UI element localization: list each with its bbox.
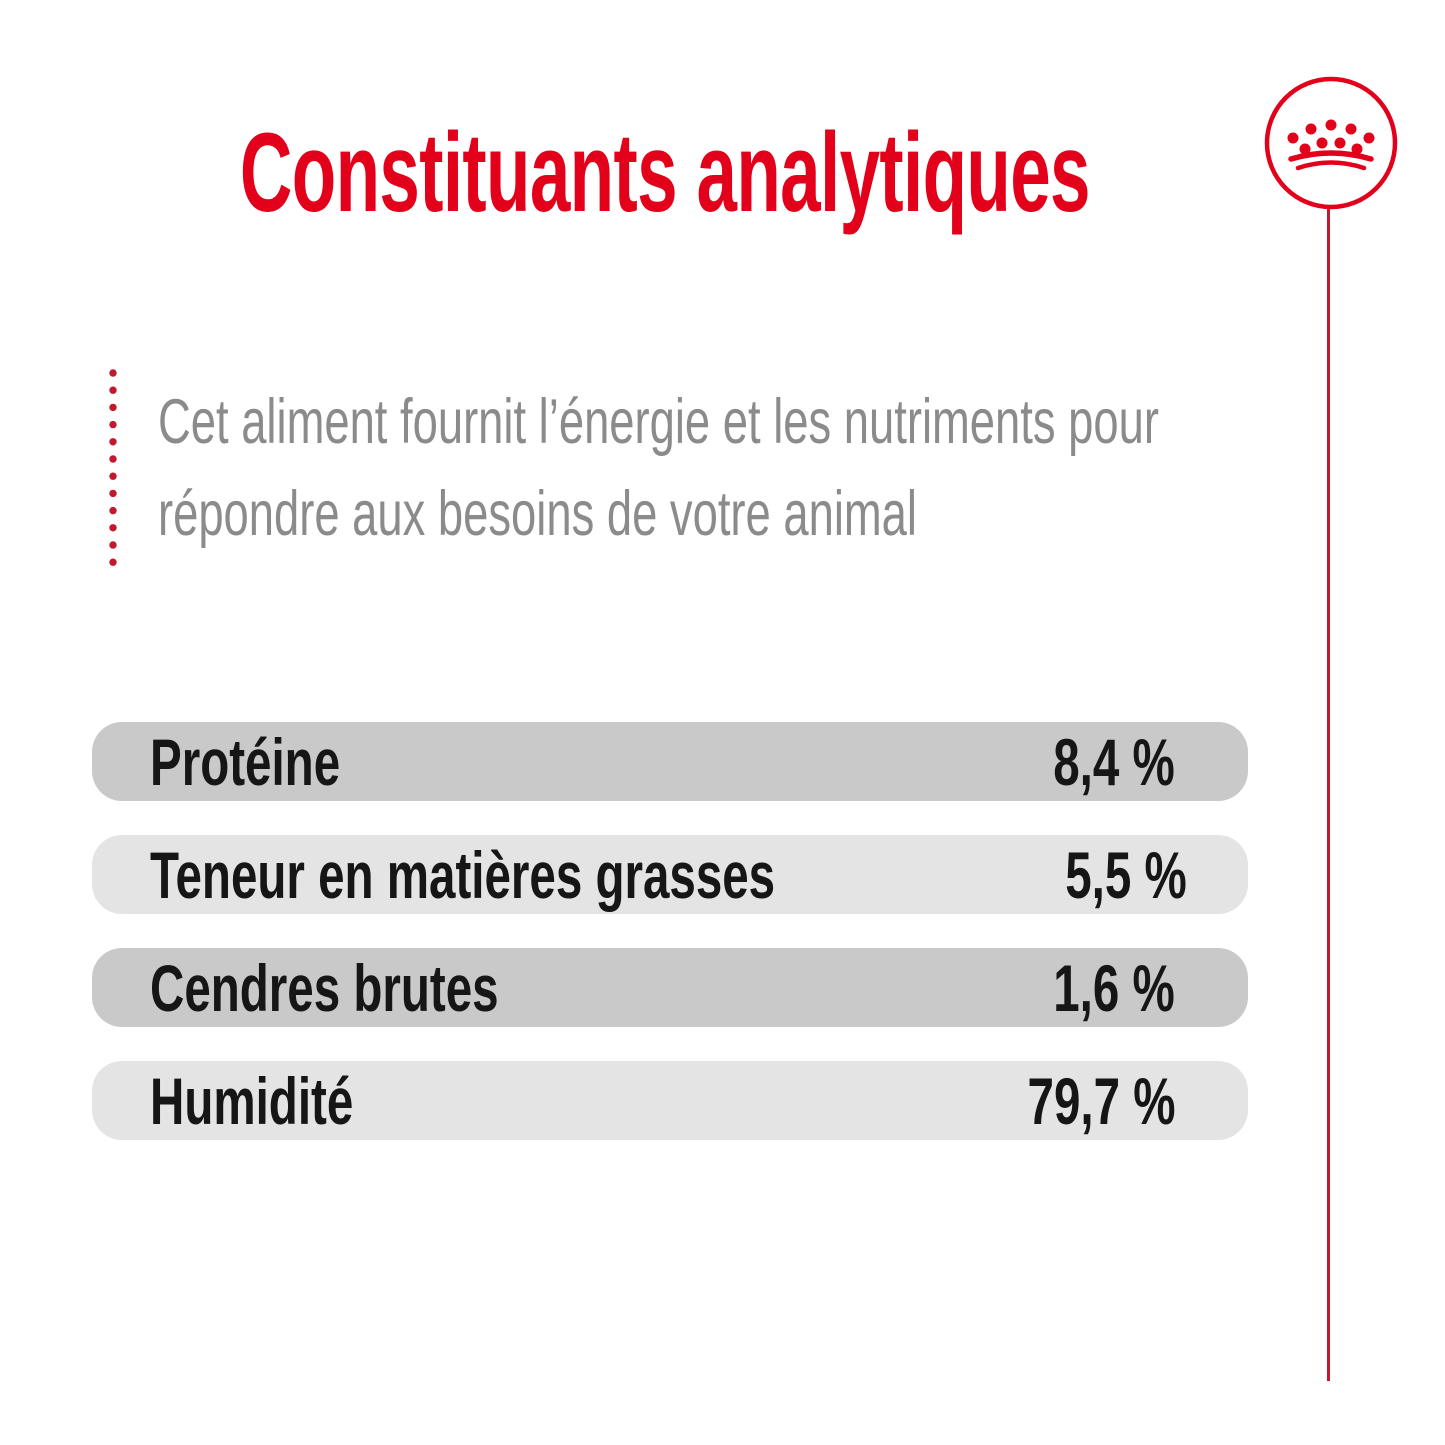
intro-paragraph: Cet aliment fournit l’énergie et les nut… bbox=[158, 376, 1445, 560]
nutrient-row: Teneur en matières grasses 5,5 % bbox=[92, 835, 1248, 914]
nutrient-label: Humidité bbox=[150, 1063, 354, 1138]
nutrient-row: Protéine 8,4 % bbox=[92, 722, 1248, 801]
page-title-text: Constituants analytiques bbox=[239, 110, 1091, 235]
nutrient-value: 8,4 % bbox=[1053, 724, 1175, 799]
nutrient-row: Cendres brutes 1,6 % bbox=[92, 948, 1248, 1027]
dotted-accent-line-icon bbox=[109, 369, 117, 566]
intro-line-2: répondre aux besoins de votre animal bbox=[158, 479, 917, 549]
nutrient-value: 79,7 % bbox=[1027, 1063, 1175, 1138]
nutrient-label: Protéine bbox=[150, 724, 341, 799]
nutrient-value: 1,6 % bbox=[1053, 950, 1175, 1025]
vertical-rule bbox=[1327, 209, 1330, 1381]
page-title: Constituants analytiques bbox=[0, 117, 1330, 229]
nutrient-row: Humidité 79,7 % bbox=[92, 1061, 1248, 1140]
nutrient-label: Teneur en matières grasses bbox=[150, 837, 776, 912]
royal-canin-crown-icon bbox=[1264, 76, 1398, 210]
constituents-table: Protéine 8,4 % Teneur en matières grasse… bbox=[92, 722, 1248, 1174]
nutrient-label: Cendres brutes bbox=[150, 950, 499, 1025]
nutrient-value: 5,5 % bbox=[1065, 837, 1187, 912]
intro-line-1: Cet aliment fournit l’énergie et les nut… bbox=[158, 387, 1159, 457]
